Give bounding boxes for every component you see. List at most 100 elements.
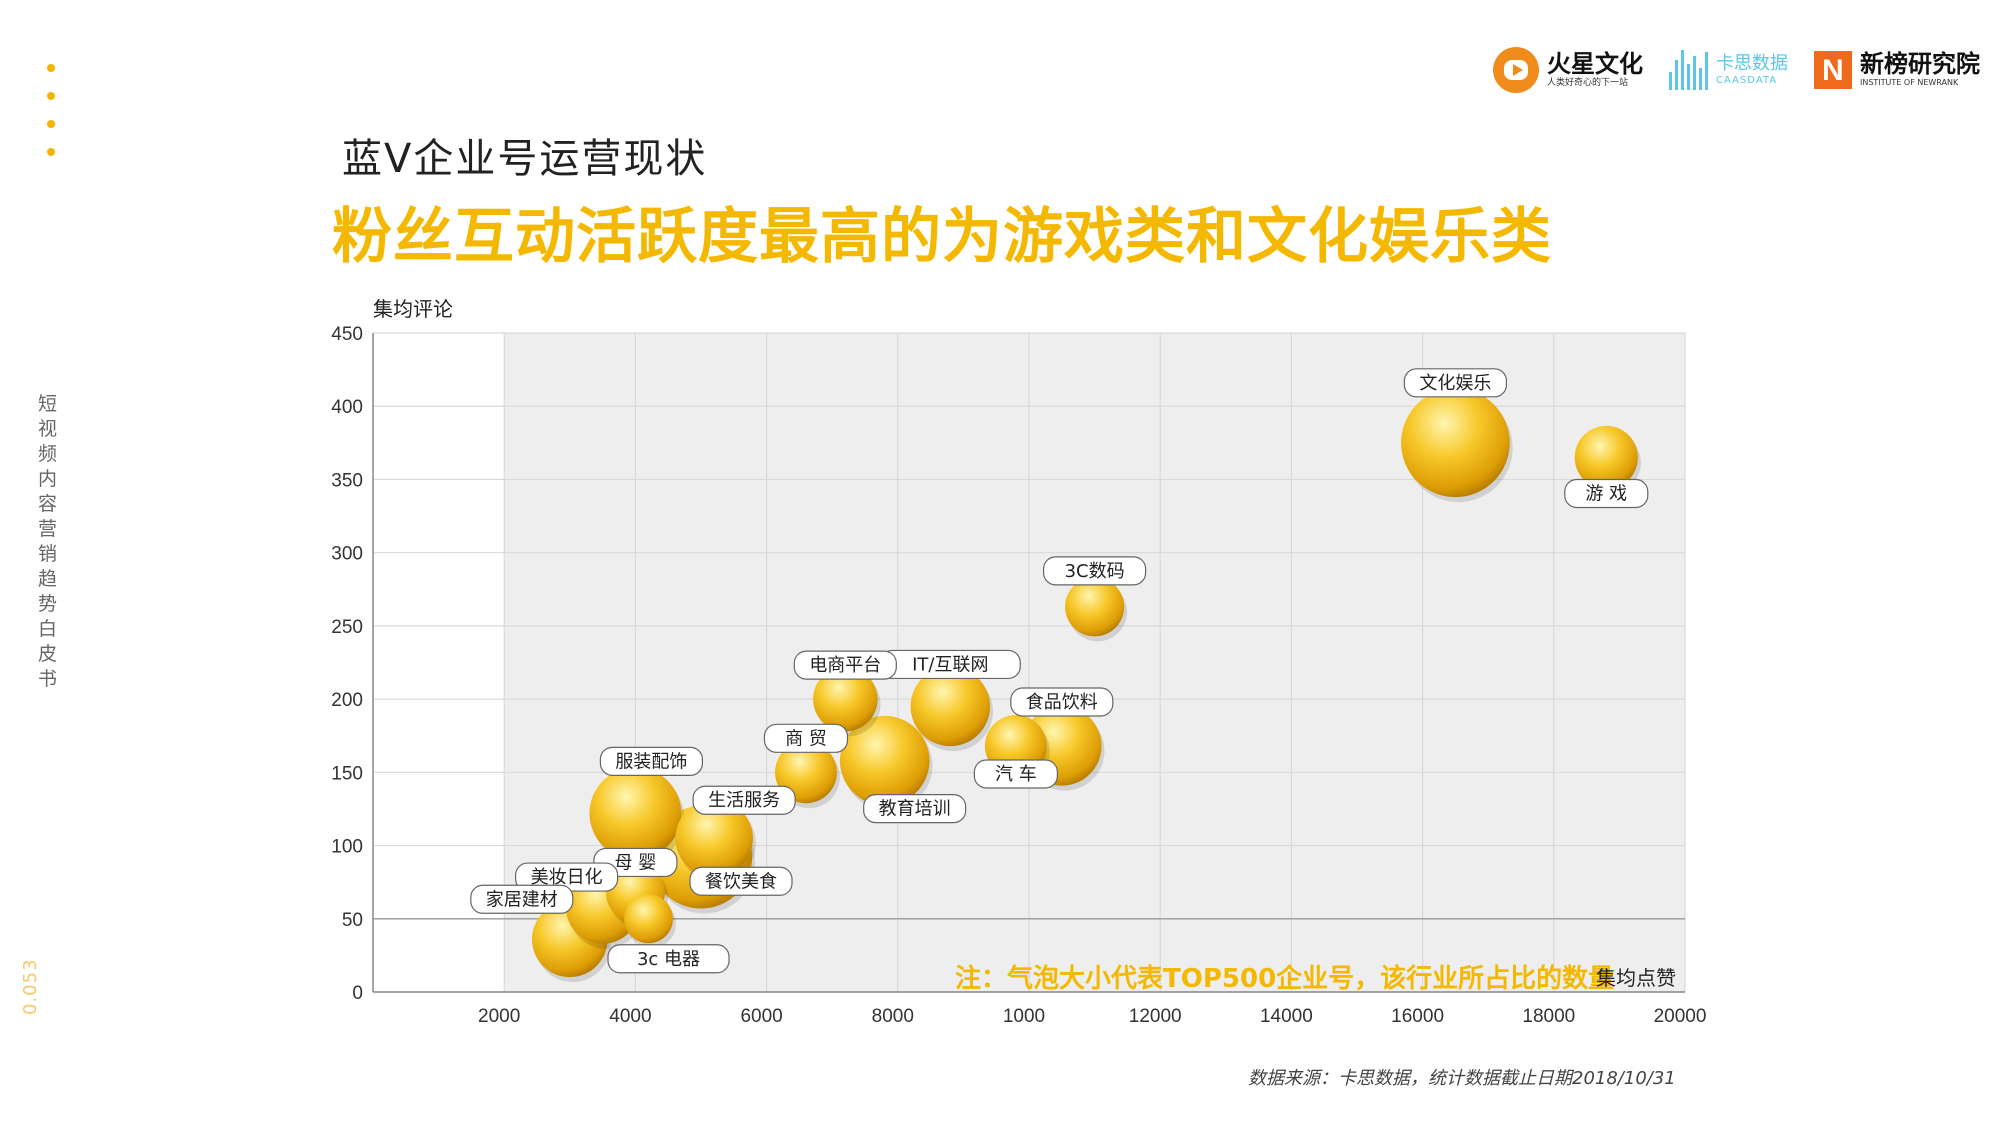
bubble-label: IT/互联网: [879, 649, 1021, 680]
y-tick-label: 300: [331, 544, 363, 565]
shaded-band: [1029, 333, 1161, 992]
label-text: 服装配饰: [615, 751, 687, 772]
label-text: 商 贸: [785, 728, 827, 749]
decorative-dots: [47, 64, 59, 176]
bubble-label: 3c 电器: [607, 944, 730, 974]
bubble-label: 汽 车: [973, 759, 1058, 789]
bubble-label: 服装配饰: [599, 746, 704, 776]
bubble-label: 游 戏: [1564, 478, 1649, 509]
data-source: 数据来源：卡思数据，统计数据截止日期2018/10/31: [1248, 1068, 1676, 1089]
dot: [47, 120, 55, 128]
x-tick-label: 20000: [1654, 1006, 1707, 1027]
section-title: 蓝V企业号运营现状: [342, 136, 708, 182]
label-box: [1010, 687, 1114, 717]
newrank-logo: 新榜研究院 INSTITUTE OF NEWRANK: [1814, 51, 1980, 89]
bubble-label: 食品饮料: [1010, 687, 1114, 717]
label-text: 母 婴: [615, 852, 657, 873]
x-tick-label: 18000: [1522, 1006, 1575, 1027]
label-box: [689, 866, 793, 896]
y-tick-label: 150: [331, 763, 363, 784]
side-title: 短视频内容营销趋势白皮书: [37, 393, 58, 690]
caasdata-logo-sub: CAASDATA: [1716, 75, 1778, 86]
y-tick-label: 200: [331, 690, 363, 711]
newrank-logo-name: 新榜研究院: [1860, 50, 1980, 78]
x-tick-label: 6000: [740, 1006, 782, 1027]
x-tick-label: 1000: [1003, 1006, 1045, 1027]
label-text: IT/互联网: [912, 654, 988, 675]
huoxing-logo-icon: [1493, 47, 1539, 93]
label-text: 食品饮料: [1026, 692, 1098, 713]
bubble-label: 家居建材: [470, 884, 574, 914]
huoxing-logo: 火星文化 人类好奇心的下一站: [1493, 47, 1643, 93]
y-tick-label: 350: [331, 470, 363, 491]
y-tick-label: 0: [352, 983, 363, 1004]
x-tick-labels: 2000 4000 6000 8000 1000 12000 14000 16000 18000…: [478, 1006, 1706, 1027]
label-text: 生活服务: [708, 790, 780, 811]
background-bands: [504, 333, 1685, 992]
y-tick-label: 50: [342, 910, 363, 931]
dot: [47, 64, 55, 72]
bubble-label: 文化娱乐: [1403, 368, 1508, 398]
shaded-band: [1291, 333, 1423, 992]
dot: [47, 148, 55, 156]
y-tick-label: 450: [331, 324, 363, 345]
y-tick-label: 400: [331, 397, 363, 418]
label-text: 家居建材: [486, 889, 558, 910]
caasdata-logo-icon: [1669, 50, 1708, 90]
label-box: [692, 785, 796, 815]
bubble: [775, 741, 837, 804]
label-box: [863, 794, 967, 824]
bubble: [813, 666, 878, 732]
label-text: 文化娱乐: [1419, 373, 1491, 394]
axes: [372, 333, 1685, 993]
bubble-label: 生活服务: [692, 785, 796, 815]
newrank-logo-sub: INSTITUTE OF NEWRANK: [1860, 78, 1959, 87]
bubble: [624, 894, 673, 944]
bubble: [675, 799, 753, 878]
bubble-label: 3C数码: [1042, 556, 1147, 586]
x-tick-label: 16000: [1391, 1006, 1444, 1027]
label-box: [1564, 478, 1649, 509]
page-title: 粉丝互动活跃度最高的为游戏类和文化娱乐类: [332, 202, 1552, 272]
label-text: 汽 车: [995, 764, 1037, 785]
y-axis-title: 集均评论: [373, 297, 453, 321]
x-axis-title: 集均点赞: [1596, 966, 1676, 990]
bubble: [910, 666, 990, 747]
x-tick-label: 2000: [478, 1006, 520, 1027]
label-text: 游 戏: [1585, 483, 1627, 504]
bubble-label: 电商平台: [793, 650, 897, 680]
bubble: [839, 715, 930, 806]
label-box: [470, 884, 574, 914]
dot: [47, 92, 55, 100]
bubble: [1401, 388, 1510, 498]
x-tick-label: 4000: [609, 1006, 651, 1027]
bubble-label: 教育培训: [863, 794, 967, 824]
label-text: 3c 电器: [637, 949, 700, 970]
x-tick-label: 12000: [1129, 1006, 1182, 1027]
huoxing-logo-name: 火星文化: [1547, 50, 1643, 78]
label-box: [973, 759, 1058, 789]
x-tick-label: 8000: [872, 1006, 914, 1027]
label-box: [1042, 556, 1147, 586]
bubble-label: 商 贸: [763, 723, 849, 753]
y-tick-labels: 0 50 100 150 200 250 300 350 400 450: [331, 324, 363, 1004]
caasdata-logo-name: 卡思数据: [1716, 53, 1788, 74]
label-text: 美妆日化: [531, 867, 603, 888]
bubble-label: 餐饮美食: [689, 866, 793, 896]
chart-note: 注：气泡大小代表TOP500企业号，该行业所占比的数量: [955, 964, 1615, 994]
label-box: [599, 746, 704, 776]
shaded-band: [1160, 333, 1292, 992]
huoxing-logo-tagline: 人类好奇心的下一站: [1547, 78, 1629, 88]
label-text: 3C数码: [1065, 561, 1125, 582]
label-box: [1403, 368, 1508, 398]
label-text: 教育培训: [879, 799, 951, 820]
logo-bar: 火星文化 人类好奇心的下一站 卡思数据 CAASDATA 新榜研究院 INSTI…: [1493, 40, 1980, 100]
y-tick-label: 250: [331, 617, 363, 638]
bubble: [1574, 425, 1638, 490]
newrank-logo-icon: [1814, 51, 1852, 89]
label-box: [607, 944, 730, 974]
label-box: [793, 650, 897, 680]
label-box: [763, 723, 849, 753]
